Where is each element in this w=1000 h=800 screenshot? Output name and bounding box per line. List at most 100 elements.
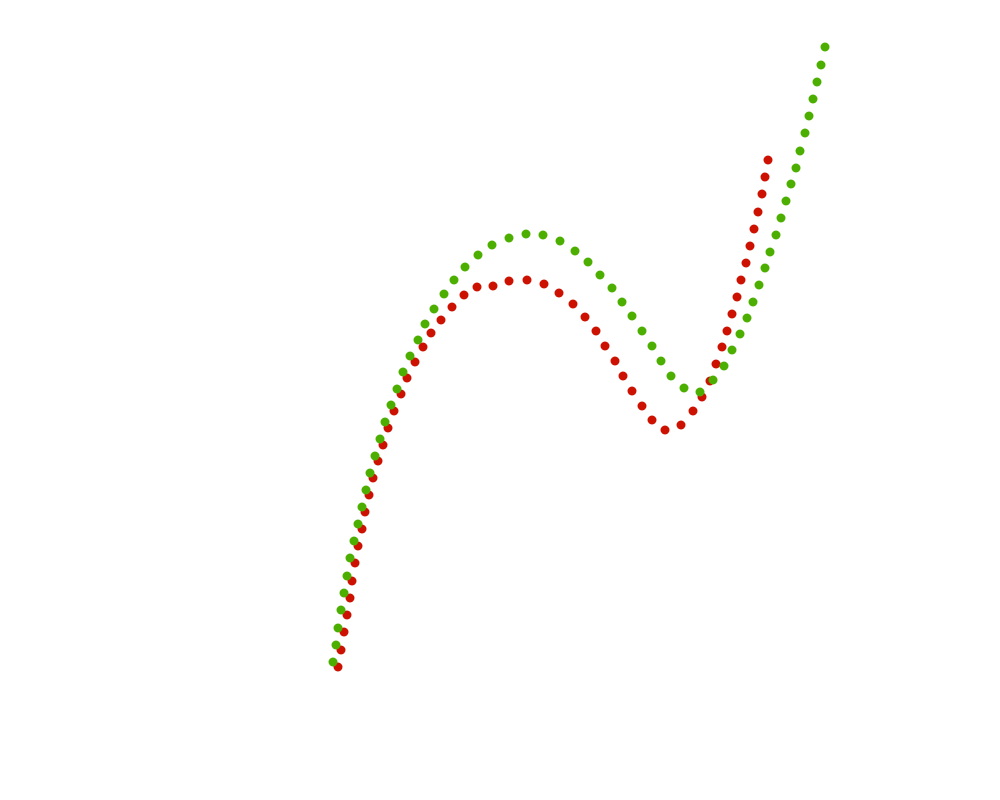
point xyxy=(771,230,781,240)
point xyxy=(776,213,786,223)
point xyxy=(555,236,565,246)
point xyxy=(647,341,657,351)
point xyxy=(449,275,459,285)
point xyxy=(345,593,355,603)
point xyxy=(656,356,666,366)
point xyxy=(521,229,531,239)
point xyxy=(522,275,532,285)
point xyxy=(688,406,698,416)
point xyxy=(349,536,359,546)
point xyxy=(820,42,830,52)
point xyxy=(410,357,420,367)
point xyxy=(647,415,657,425)
point xyxy=(610,356,620,366)
point xyxy=(748,297,758,307)
point xyxy=(679,383,689,393)
point xyxy=(749,224,759,234)
point xyxy=(763,155,773,165)
point xyxy=(727,309,737,319)
point xyxy=(600,341,610,351)
point xyxy=(637,401,647,411)
point xyxy=(392,384,402,394)
point xyxy=(405,351,415,361)
point xyxy=(370,451,380,461)
point xyxy=(447,302,457,312)
point xyxy=(357,502,367,512)
point xyxy=(719,361,729,371)
point xyxy=(627,311,637,321)
point xyxy=(627,386,637,396)
point xyxy=(717,342,727,352)
point xyxy=(757,189,767,199)
point xyxy=(676,420,686,430)
point xyxy=(736,275,746,285)
point xyxy=(504,233,514,243)
point xyxy=(735,329,745,339)
point xyxy=(741,258,751,268)
point xyxy=(727,345,737,355)
point xyxy=(361,485,371,495)
point xyxy=(375,434,385,444)
point xyxy=(607,283,617,293)
point xyxy=(339,588,349,598)
point xyxy=(429,304,439,314)
point xyxy=(365,468,375,478)
point xyxy=(742,313,752,323)
point xyxy=(331,640,341,650)
point xyxy=(554,288,564,298)
point xyxy=(804,111,814,121)
point xyxy=(666,371,676,381)
point xyxy=(336,605,346,615)
point xyxy=(539,279,549,289)
point xyxy=(439,289,449,299)
point xyxy=(591,326,601,336)
point xyxy=(786,179,796,189)
point xyxy=(413,335,423,345)
point xyxy=(745,241,755,251)
point xyxy=(398,367,408,377)
point xyxy=(570,246,580,256)
point xyxy=(353,519,363,529)
point xyxy=(583,257,593,267)
point xyxy=(580,312,590,322)
point xyxy=(812,77,822,87)
point xyxy=(345,553,355,563)
point xyxy=(487,240,497,250)
point xyxy=(791,163,801,173)
point xyxy=(418,342,428,352)
point xyxy=(426,328,436,338)
point xyxy=(420,319,430,329)
point xyxy=(795,146,805,156)
point xyxy=(386,400,396,410)
point xyxy=(342,610,352,620)
point xyxy=(460,262,470,272)
point xyxy=(473,250,483,260)
point xyxy=(618,371,628,381)
point xyxy=(708,375,718,385)
point xyxy=(333,623,343,633)
point xyxy=(760,263,770,273)
point xyxy=(436,315,446,325)
point xyxy=(568,299,578,309)
point xyxy=(488,281,498,291)
point xyxy=(800,128,810,138)
point xyxy=(380,417,390,427)
point xyxy=(781,196,791,206)
point xyxy=(538,230,548,240)
point xyxy=(695,387,705,397)
point xyxy=(816,60,826,70)
point xyxy=(711,359,721,369)
point xyxy=(754,280,764,290)
point xyxy=(660,425,670,435)
point xyxy=(808,94,818,104)
point xyxy=(722,326,732,336)
point xyxy=(753,207,763,217)
point xyxy=(637,326,647,336)
point xyxy=(595,270,605,280)
point xyxy=(459,290,469,300)
point xyxy=(472,282,482,292)
point xyxy=(328,657,338,667)
point xyxy=(617,297,627,307)
